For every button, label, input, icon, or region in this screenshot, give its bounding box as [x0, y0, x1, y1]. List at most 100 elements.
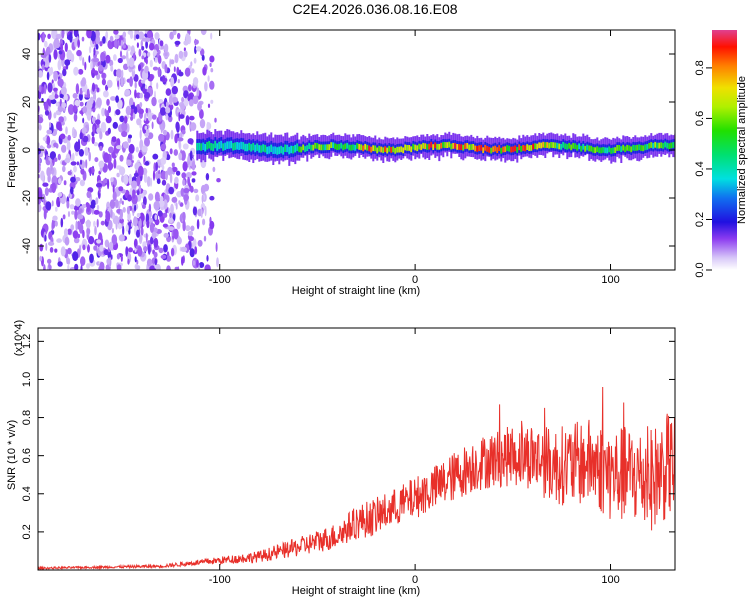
band-cell: [348, 144, 351, 151]
band-cell: [520, 146, 523, 152]
noise-blob: [125, 224, 129, 232]
noise-blob: [86, 88, 90, 99]
noise-blob: [86, 263, 90, 269]
noise-blob: [98, 187, 101, 194]
noise-blob: [165, 170, 168, 181]
band-cell: [282, 147, 285, 155]
band-cell: [200, 143, 203, 151]
noise-blob: [134, 204, 137, 212]
noise-blob: [131, 180, 138, 189]
noise-blob: [136, 42, 139, 48]
band-cell: [430, 141, 433, 148]
band-cell: [460, 144, 463, 151]
noise-blob: [160, 157, 167, 165]
noise-blob: [117, 80, 120, 88]
noise-blob: [50, 161, 53, 171]
band-cell: [584, 145, 587, 152]
y-tick-label: -20: [21, 190, 33, 206]
noise-blob: [61, 144, 67, 153]
noise-blob: [212, 166, 216, 172]
noise-blob: [148, 42, 155, 51]
noise-blob: [56, 238, 62, 243]
noise-blob: [104, 239, 110, 248]
band-cell: [328, 144, 331, 150]
band-cell: [412, 143, 415, 150]
band-cell: [620, 146, 623, 152]
noise-blob: [158, 247, 164, 254]
noise-blob: [200, 48, 205, 57]
noise-blob: [46, 71, 50, 81]
noise-blob: [152, 66, 159, 71]
noise-blob: [138, 48, 142, 57]
noise-blob: [141, 145, 148, 153]
noise-blob: [54, 220, 58, 227]
noise-blob: [130, 104, 135, 109]
band-cell: [468, 144, 471, 151]
noise-blob: [38, 203, 42, 213]
noise-blob: [136, 259, 139, 265]
band-cell: [440, 142, 443, 149]
noise-blob: [144, 113, 147, 122]
noise-blob: [190, 61, 193, 67]
noise-blob: [174, 134, 178, 144]
noise-blob: [195, 46, 202, 52]
noise-blob: [55, 143, 59, 149]
band-cell: [588, 145, 591, 152]
band-cell: [250, 144, 253, 152]
noise-blob: [146, 30, 152, 39]
noise-blob: [115, 145, 123, 150]
band-cell: [304, 146, 307, 152]
noise-blob: [74, 99, 80, 107]
noise-blob: [156, 159, 162, 166]
noise-blob: [40, 53, 47, 58]
noise-blob: [104, 108, 107, 116]
noise-blob: [89, 203, 96, 209]
noise-blob: [176, 108, 183, 114]
band-cell: [318, 144, 321, 150]
band-cell: [490, 147, 493, 154]
noise-blob: [92, 57, 100, 63]
noise-blob: [147, 112, 153, 122]
noise-blob: [147, 51, 151, 58]
band-cell: [334, 143, 337, 150]
noise-blob: [77, 233, 81, 239]
noise-blob: [172, 30, 177, 36]
noise-blob: [191, 68, 195, 74]
noise-blob: [99, 145, 103, 151]
noise-blob: [45, 160, 51, 166]
noise-blob: [133, 106, 138, 115]
band-cell: [230, 140, 233, 149]
x-tick-label: -100: [209, 574, 231, 586]
noise-blob: [138, 64, 141, 72]
noise-blob: [192, 260, 196, 266]
noise-blob: [121, 200, 124, 205]
band-cell: [320, 144, 323, 151]
noise-blob: [157, 210, 163, 217]
noise-blob: [51, 219, 56, 229]
band-cell: [464, 143, 467, 150]
noise-blob: [161, 75, 166, 82]
noise-blob: [91, 82, 96, 92]
noise-blob: [122, 207, 126, 213]
noise-blob: [136, 118, 142, 126]
noise-blob: [53, 87, 58, 92]
snr-panel: -100 0 100 0.2 0.4 0.6 0.8 1.0 1.2 Height of str…: [6, 320, 676, 597]
band-cell: [530, 145, 533, 151]
noise-blob: [180, 103, 186, 111]
noise-blob: [84, 61, 87, 71]
noise-blob: [99, 130, 103, 140]
noise-blob: [38, 164, 41, 174]
noise-blob: [63, 93, 68, 102]
noise-blob: [46, 167, 52, 177]
noise-blob: [181, 129, 186, 135]
noise-blob: [46, 144, 52, 149]
noise-blob: [94, 225, 97, 236]
band-cell: [594, 147, 597, 154]
noise-blob: [154, 32, 160, 40]
noise-blob: [147, 132, 154, 140]
noise-blob: [165, 113, 169, 121]
noise-blob: [101, 182, 106, 187]
band-cell: [390, 147, 393, 153]
band-cell: [268, 146, 271, 154]
noise-blob: [178, 50, 184, 59]
